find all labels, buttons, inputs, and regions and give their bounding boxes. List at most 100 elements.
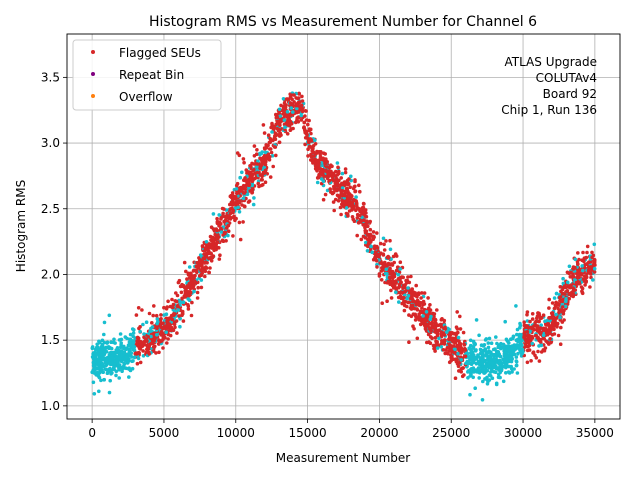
rms-point	[567, 264, 572, 269]
flagged-seu-point	[258, 166, 263, 171]
flagged-seu-point	[439, 318, 444, 322]
flagged-seu-point	[209, 251, 213, 256]
flagged-seu-point	[296, 115, 301, 120]
rms-point	[485, 378, 490, 382]
flagged-seu-point	[144, 350, 149, 355]
flagged-seu-point	[196, 265, 200, 269]
flagged-seu-point	[166, 299, 170, 304]
flagged-seu-point	[199, 273, 204, 278]
rms-point	[289, 106, 294, 110]
flagged-seu-point	[330, 191, 335, 196]
rms-point	[370, 250, 375, 255]
rms-point	[178, 316, 182, 321]
rms-point	[108, 378, 112, 383]
rms-point	[480, 354, 485, 359]
flagged-seu-point	[358, 219, 363, 224]
flagged-seu-point	[413, 293, 418, 298]
rms-point	[592, 266, 597, 271]
flagged-seu-point	[578, 267, 582, 272]
flagged-seu-point	[240, 203, 244, 207]
flagged-seu-point	[248, 164, 252, 168]
flagged-seu-point	[205, 251, 209, 256]
flagged-seu-point	[303, 142, 307, 147]
flagged-seu-point	[151, 349, 156, 353]
rms-point	[493, 370, 498, 375]
rms-point	[155, 321, 159, 326]
rms-point	[421, 314, 425, 318]
annotation-line-4: Chip 1, Run 136	[501, 103, 597, 117]
rms-point	[192, 289, 196, 294]
flagged-seu-point	[459, 351, 464, 355]
rms-point	[542, 331, 546, 336]
rms-point	[511, 334, 516, 339]
rms-point	[487, 373, 492, 377]
flagged-seu-point	[242, 178, 246, 182]
flagged-seu-point	[455, 327, 460, 331]
flagged-seu-point	[410, 291, 414, 296]
rms-point	[295, 106, 299, 111]
flagged-seu-point	[182, 294, 187, 298]
rms-point	[100, 361, 104, 366]
flagged-seu-point	[439, 325, 444, 329]
rms-point	[552, 296, 557, 300]
flagged-seu-point	[201, 256, 206, 261]
flagged-seu-point	[580, 289, 584, 294]
flagged-seu-point	[180, 311, 185, 316]
rms-point	[388, 247, 393, 252]
flagged-seu-point	[203, 274, 207, 279]
rms-point	[515, 343, 520, 348]
flagged-seu-point	[460, 347, 465, 352]
flagged-seu-point	[555, 325, 559, 329]
rms-point	[219, 230, 224, 234]
flagged-seu-point	[314, 151, 319, 155]
flagged-seu-point	[571, 294, 575, 299]
flagged-seu-point	[269, 150, 274, 155]
rms-point	[90, 346, 95, 351]
flagged-seu-point	[557, 310, 561, 315]
rms-point	[102, 377, 106, 382]
rms-point	[482, 343, 487, 347]
flagged-seu-point	[364, 214, 369, 219]
flagged-seu-point	[204, 266, 209, 270]
flagged-seu-point	[428, 303, 432, 307]
rms-point	[476, 353, 480, 357]
flagged-seu-point	[170, 305, 175, 310]
rms-point	[558, 315, 562, 320]
flagged-seu-point	[359, 237, 364, 242]
flagged-seu-point	[307, 144, 312, 149]
rms-point	[107, 390, 112, 395]
flagged-seu-point	[219, 217, 223, 221]
flagged-seu-point	[169, 325, 174, 330]
rms-point	[477, 371, 482, 375]
rms-point	[109, 340, 113, 345]
rms-point	[108, 362, 112, 366]
flagged-seu-point	[159, 331, 163, 335]
rms-point	[496, 350, 501, 355]
flagged-seu-point	[268, 136, 272, 141]
flagged-seu-point	[362, 218, 366, 222]
rms-point	[381, 236, 386, 241]
rms-point	[132, 347, 136, 352]
flagged-seu-point	[559, 325, 563, 330]
flagged-seu-point	[282, 122, 287, 127]
flagged-seu-point	[442, 333, 447, 337]
flagged-seu-point	[529, 359, 533, 363]
flagged-seu-point	[547, 306, 551, 310]
y-tick-label: 3.0	[41, 136, 60, 150]
flagged-seu-point	[582, 256, 587, 261]
flagged-seu-point	[186, 271, 191, 276]
flagged-seu-point	[411, 324, 415, 329]
flagged-seu-point	[165, 341, 169, 345]
flagged-seu-point	[377, 254, 381, 258]
rms-point	[247, 186, 251, 190]
flagged-seu-point	[443, 351, 448, 356]
flagged-seu-point	[175, 331, 179, 335]
x-tick-label: 35000	[576, 426, 614, 440]
rms-point	[528, 329, 532, 333]
rms-point	[483, 360, 488, 364]
flagged-seu-point	[164, 327, 168, 331]
rms-point	[102, 346, 107, 351]
rms-point	[491, 347, 496, 352]
flagged-seu-point	[398, 294, 403, 299]
rms-point	[211, 212, 216, 216]
